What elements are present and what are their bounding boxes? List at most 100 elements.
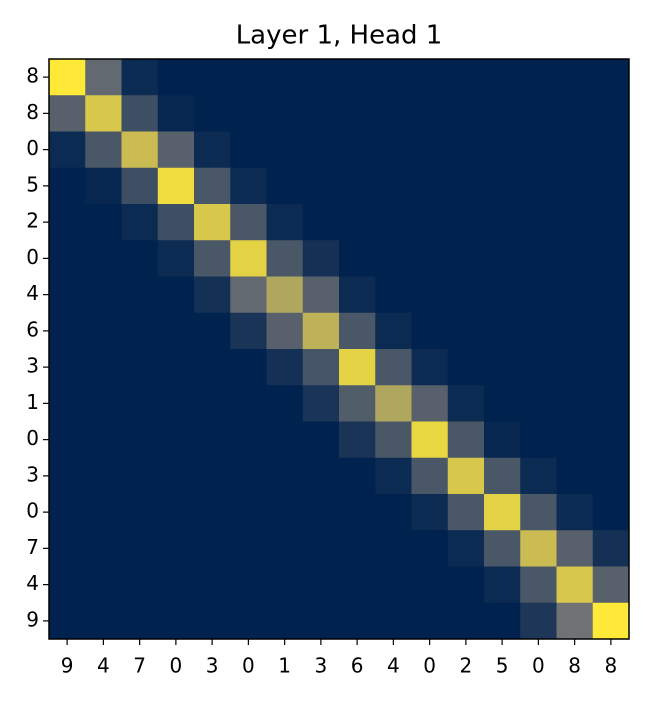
heatmap-cell	[302, 421, 340, 459]
heatmap-cell	[121, 312, 159, 350]
heatmap-cell	[520, 457, 557, 495]
heatmap-cell	[230, 602, 267, 640]
heatmap-cell	[121, 167, 159, 205]
heatmap-cell	[302, 494, 340, 531]
x-tick-label: 4	[97, 654, 110, 678]
heatmap-cell	[266, 240, 304, 277]
heatmap-cell	[230, 494, 267, 531]
heatmap-cell	[447, 167, 485, 205]
heatmap-cell	[230, 457, 267, 495]
y-tick-label: 5	[26, 172, 39, 196]
heatmap-cell	[339, 457, 376, 495]
heatmap-cell	[302, 602, 340, 640]
heatmap-cell	[520, 312, 557, 350]
x-tick-label: 3	[206, 654, 219, 678]
heatmap-cell	[194, 494, 231, 531]
heatmap-cell	[302, 349, 340, 386]
y-tick-label: 9	[26, 607, 39, 631]
heatmap-cell	[230, 276, 267, 314]
heatmap-cell	[592, 494, 630, 531]
x-tick-label: 0	[170, 654, 183, 678]
heatmap-cell	[375, 95, 412, 132]
heatmap-cell	[484, 276, 521, 314]
heatmap-cell	[484, 349, 521, 386]
heatmap-cell	[230, 240, 267, 277]
heatmap-cell	[266, 566, 304, 604]
heatmap-cell	[85, 204, 122, 241]
x-tick-label: 4	[387, 654, 400, 678]
heatmap-cell	[375, 421, 412, 459]
y-tick-label: 8	[26, 64, 39, 88]
heatmap-cell	[85, 312, 122, 350]
heatmap-cell	[49, 494, 86, 531]
heatmap-cell	[194, 204, 231, 241]
heatmap-cell	[49, 312, 86, 350]
heatmap-cell	[85, 349, 122, 386]
heatmap-cell	[339, 95, 376, 132]
heatmap-cell	[592, 276, 630, 314]
heatmap-cell	[375, 276, 412, 314]
heatmap-cell	[230, 312, 267, 350]
heatmap-cell	[375, 530, 412, 567]
heatmap-cell	[194, 131, 231, 169]
heatmap-cell	[157, 167, 195, 205]
heatmap-cell	[157, 421, 195, 459]
x-tick-label: 9	[61, 654, 74, 678]
heatmap-cell	[85, 530, 122, 567]
heatmap-cell	[302, 167, 340, 205]
heatmap-cell	[194, 602, 231, 640]
heatmap-cell	[339, 204, 376, 241]
heatmap-cell	[85, 59, 122, 96]
heatmap-cell	[302, 457, 340, 495]
heatmap-cell	[339, 131, 376, 169]
heatmap-cell	[556, 95, 594, 132]
heatmap-cell	[157, 312, 195, 350]
heatmap-cell	[266, 530, 304, 567]
heatmap-cell	[411, 131, 449, 169]
heatmap-cell	[266, 204, 304, 241]
heatmap-cell	[484, 59, 521, 96]
heatmap-cell	[194, 312, 231, 350]
heatmap-cell	[302, 204, 340, 241]
heatmap-cell	[447, 494, 485, 531]
x-tick-label: 0	[423, 654, 436, 678]
heatmap-cell	[121, 95, 159, 132]
heatmap-cell	[266, 457, 304, 495]
heatmap-cell	[592, 131, 630, 169]
heatmap-cell	[484, 167, 521, 205]
heatmap-cell	[49, 95, 86, 132]
heatmap-cell	[447, 457, 485, 495]
heatmap-cell	[339, 276, 376, 314]
heatmap-cell	[447, 349, 485, 386]
heatmap-cell	[302, 566, 340, 604]
heatmap-cell	[157, 566, 195, 604]
heatmap-cell	[556, 312, 594, 350]
heatmap-cell	[85, 385, 122, 422]
heatmap-cell	[302, 385, 340, 422]
x-tick-label: 6	[351, 654, 364, 678]
heatmap-cell	[157, 95, 195, 132]
heatmap-cell	[375, 312, 412, 350]
heatmap-cell	[339, 602, 376, 640]
heatmap-cell	[85, 95, 122, 132]
heatmap-cell	[194, 240, 231, 277]
heatmap-cell	[520, 602, 557, 640]
heatmap-cell	[266, 131, 304, 169]
heatmap-cell	[339, 421, 376, 459]
heatmap-cell	[520, 204, 557, 241]
y-tick-label: 0	[26, 245, 39, 269]
heatmap-cell	[484, 566, 521, 604]
heatmap-cell	[411, 276, 449, 314]
heatmap-cell	[49, 276, 86, 314]
heatmap-cell	[157, 602, 195, 640]
heatmap-cell	[121, 530, 159, 567]
heatmap-cell	[302, 530, 340, 567]
heatmap-cell	[447, 276, 485, 314]
heatmap-cell	[447, 566, 485, 604]
heatmap-cell	[230, 131, 267, 169]
heatmap-cell	[556, 204, 594, 241]
heatmap-cell	[592, 530, 630, 567]
heatmap-cell	[85, 240, 122, 277]
x-tick-label: 5	[496, 654, 509, 678]
heatmap-cell	[266, 421, 304, 459]
